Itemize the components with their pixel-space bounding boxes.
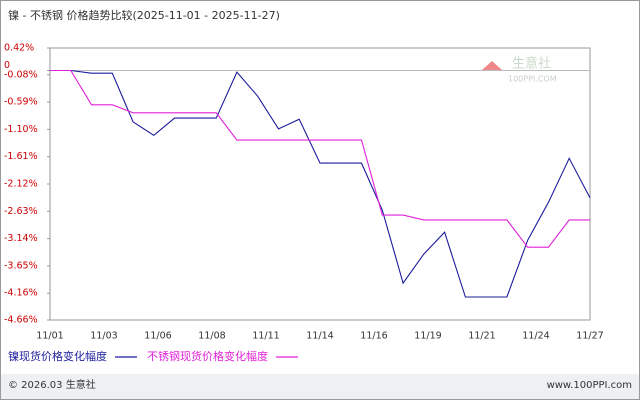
y-tick-label: -1.61%	[4, 151, 38, 162]
y-tick-label: -4.16%	[4, 288, 38, 299]
y-tick-label: 0	[4, 60, 10, 71]
x-tick-label: 11/08	[198, 331, 225, 342]
x-tick-label: 11/14	[306, 331, 333, 342]
y-tick-label: -4.66%	[4, 315, 38, 326]
x-tick-label: 11/01	[36, 331, 63, 342]
x-tick-label: 11/16	[360, 331, 387, 342]
watermark-logo	[482, 61, 502, 70]
y-tick-label: -1.10%	[4, 124, 38, 135]
y-tick-label: -3.14%	[4, 233, 38, 244]
y-tick-label: -0.08%	[4, 69, 38, 80]
x-tick-label: 11/19	[414, 331, 441, 342]
legend-label: 镍现货价格变化幅度	[8, 349, 107, 363]
series-line	[50, 69, 590, 248]
footer-band	[1, 374, 639, 399]
x-tick-label: 11/24	[522, 331, 549, 342]
y-tick-label: 0.42%	[4, 43, 34, 54]
x-tick-label: 11/21	[468, 331, 495, 342]
footer-left: © 2026.03 生意社	[8, 378, 96, 391]
watermark-site: 100PPI.COM	[508, 75, 557, 84]
footer-right: www.100PPI.com	[547, 380, 632, 391]
y-tick-label: -3.65%	[4, 260, 38, 271]
x-tick-label: 11/11	[252, 331, 279, 342]
x-tick-label: 11/06	[144, 331, 171, 342]
legend-label: 不锈钢现货价格变化幅度	[147, 349, 268, 363]
series-line	[50, 69, 591, 298]
y-tick-label: -2.12%	[4, 179, 38, 190]
x-tick-label: 11/03	[90, 331, 117, 342]
watermark-name: 生意社	[512, 56, 551, 72]
x-tick-label: 11/27	[576, 331, 603, 342]
y-tick-label: -2.63%	[4, 206, 38, 217]
y-tick-label: -0.59%	[4, 97, 38, 108]
chart-title: 镍 - 不锈钢 价格趋势比较(2025-11-01 - 2025-11-27)	[8, 8, 280, 22]
